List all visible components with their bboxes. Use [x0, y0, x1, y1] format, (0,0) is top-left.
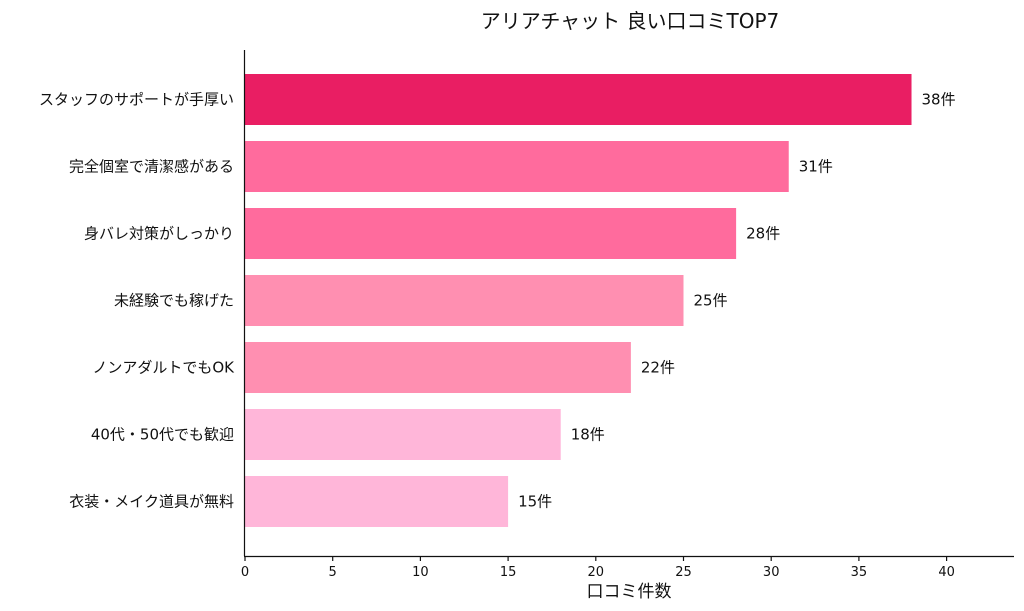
chart-title: アリアチャット 良い口コミTOP7: [481, 9, 780, 33]
x-tick-label: 30: [763, 565, 780, 580]
value-label: 31件: [799, 158, 833, 176]
category-labels: スタッフのサポートが手厚い完全個室で清潔感がある身バレ対策がしっかり未経験でも稼…: [39, 91, 235, 511]
bar: [245, 208, 737, 259]
category-label: スタッフのサポートが手厚い: [39, 91, 234, 109]
category-label: 未経験でも稼げた: [114, 292, 234, 310]
value-label: 28件: [746, 225, 780, 243]
category-label: 完全個室で清潔感がある: [69, 158, 234, 176]
value-label: 18件: [571, 426, 605, 444]
x-tick-label: 10: [412, 565, 429, 580]
value-label: 38件: [922, 91, 956, 109]
bars-group: [245, 74, 912, 527]
bar: [245, 74, 912, 125]
x-tick-label: 0: [241, 565, 249, 580]
bar: [245, 409, 561, 460]
x-axis-label: 口コミ件数: [587, 582, 672, 602]
category-label: 衣装・メイク道具が無料: [69, 493, 234, 511]
x-tick-label: 5: [329, 565, 337, 580]
bar: [245, 342, 631, 393]
x-tick-label: 35: [851, 565, 868, 580]
category-label: ノンアダルトでもOK: [92, 359, 235, 377]
x-tick-label: 25: [675, 565, 692, 580]
category-label: 身バレ対策がしっかり: [84, 225, 234, 243]
bar: [245, 141, 789, 192]
category-label: 40代・50代でも歓迎: [91, 426, 234, 444]
bar: [245, 275, 684, 326]
value-label: 25件: [694, 292, 728, 310]
x-ticks: 0 5 10 15 20 25 30 35 40: [241, 556, 955, 580]
x-tick-label: 15: [500, 565, 517, 580]
value-labels: 38件 31件 28件 25件 22件 18件 15件: [518, 91, 956, 511]
value-label: 22件: [641, 359, 675, 377]
value-label: 15件: [518, 493, 552, 511]
bar: [245, 476, 509, 527]
x-tick-label: 40: [938, 565, 955, 580]
x-tick-label: 20: [588, 565, 605, 580]
